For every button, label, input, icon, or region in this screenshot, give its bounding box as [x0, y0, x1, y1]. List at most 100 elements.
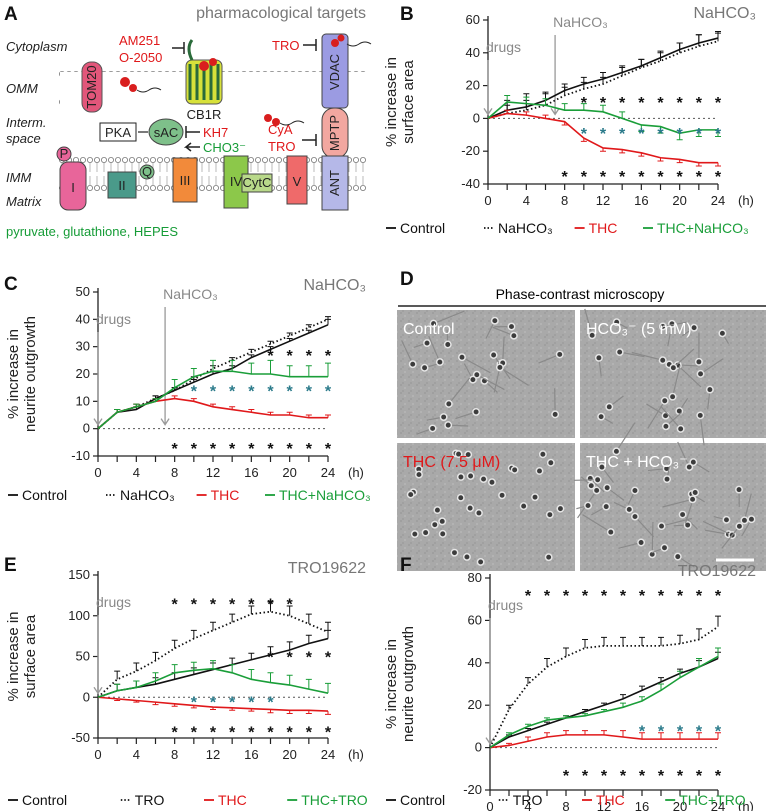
error-bar [658, 677, 664, 682]
error-bar [582, 708, 588, 712]
annotation-arrow [483, 60, 493, 116]
cell-body [685, 463, 694, 472]
cell-body [510, 465, 519, 474]
cell-body [630, 486, 639, 495]
panel-letter: F [400, 555, 412, 576]
y-axis-label: % increase in [383, 57, 400, 147]
significance-star: * [267, 348, 274, 365]
error-bar [325, 621, 331, 633]
significance-star: * [325, 724, 332, 741]
micro-label-hco3: HCO₃⁻ (5 mM) [586, 321, 692, 338]
x-axis-label: (h) [348, 465, 364, 480]
error-bar [525, 677, 531, 684]
imm-lipid-head [163, 156, 170, 163]
o2050-label: O-2050 [119, 50, 162, 65]
imm-lipid-head [310, 156, 317, 163]
error-bar [619, 67, 626, 76]
legend: Control TRO THC THC+TRO [386, 792, 746, 808]
cell-body [438, 517, 447, 526]
error-bar [248, 669, 255, 680]
imm-lipid-head [149, 156, 156, 163]
error-bar [210, 621, 216, 631]
error-bar [506, 732, 512, 735]
error-bar [152, 672, 159, 681]
error-bar [696, 732, 702, 740]
error-bar [638, 58, 645, 68]
region-cytoplasm: Cytoplasm [6, 39, 68, 54]
x-tick-label: 24 [321, 465, 335, 480]
error-bar [190, 629, 197, 639]
cell-body [545, 510, 554, 519]
cell-body [747, 515, 756, 524]
legend-label: THC [589, 220, 618, 236]
cell-body [556, 504, 565, 513]
cell-body [668, 392, 677, 401]
cell-body [509, 331, 518, 340]
error-bar [601, 636, 607, 646]
significance-star: * [287, 650, 294, 667]
x-tick-label: 0 [484, 193, 491, 208]
y-axis-label-2: neurite outgrowth [22, 316, 39, 432]
activate-arrow-cho3 [183, 142, 200, 152]
annotation-arrow [485, 618, 495, 745]
error-bar [248, 354, 255, 358]
neurite [651, 521, 654, 555]
y-axis-label-2: neurite outgrowth [400, 626, 417, 742]
pka-label: PKA [105, 125, 131, 140]
significance-star: * [620, 588, 627, 605]
error-bar [657, 52, 664, 61]
cell-body [433, 506, 442, 515]
cell-body [615, 348, 624, 357]
annotation: drugs [486, 39, 521, 55]
significance-star: * [677, 126, 684, 143]
error-bar [210, 707, 216, 710]
error-bar [190, 661, 197, 671]
error-bar [267, 646, 274, 655]
error-bar [715, 732, 721, 740]
y-tick-label: -10 [71, 448, 90, 463]
panel-d-title: Phase-contrast microscopy [496, 286, 665, 302]
cell-body [507, 322, 516, 331]
cell-body [435, 358, 444, 367]
x-tick-label: 20 [282, 465, 296, 480]
error-bar [638, 152, 645, 157]
error-bar [114, 698, 121, 702]
error-bar [600, 104, 606, 112]
legend-label: NaHCO₃ [498, 220, 553, 236]
error-bar [600, 76, 606, 84]
imm-lipid-head [205, 156, 212, 163]
series-thc_nahco3 [97, 359, 331, 430]
significance-star: * [172, 597, 179, 614]
complex-iii-label: III [180, 173, 191, 188]
error-bar [114, 409, 121, 413]
cell-body [740, 516, 749, 525]
legend-label: TRO [513, 792, 543, 808]
y-axis-label: % increase in [5, 329, 22, 419]
error-bar [229, 657, 236, 665]
significance-star: * [229, 724, 236, 741]
micro-label-thc: THC (7.5 μM) [403, 454, 500, 471]
cell-body [722, 515, 731, 524]
cell-body [410, 530, 419, 539]
error-bar [305, 678, 312, 690]
error-bar [133, 700, 140, 703]
x-tick-label: 8 [171, 747, 178, 762]
significance-star: * [267, 694, 274, 711]
legend-label: THC+TRO [301, 792, 368, 808]
significance-star: * [657, 95, 664, 112]
cell-body [631, 512, 639, 521]
cell-body [472, 370, 481, 379]
imm-lipid-head [205, 184, 212, 191]
error-bar [638, 124, 645, 133]
cell-body [648, 550, 657, 559]
y-tick-label: 0 [473, 110, 480, 125]
error-bar [267, 340, 274, 344]
cell-body [472, 407, 481, 416]
y-axis-label: % increase in [5, 611, 22, 701]
x-tick-label: 4 [133, 465, 140, 480]
y-tick-label: 20 [466, 78, 480, 93]
micro-tile-thc [397, 443, 575, 571]
x-tick-label: 4 [524, 799, 531, 811]
significance-star: * [715, 588, 722, 605]
x-tick-label: 20 [672, 193, 686, 208]
